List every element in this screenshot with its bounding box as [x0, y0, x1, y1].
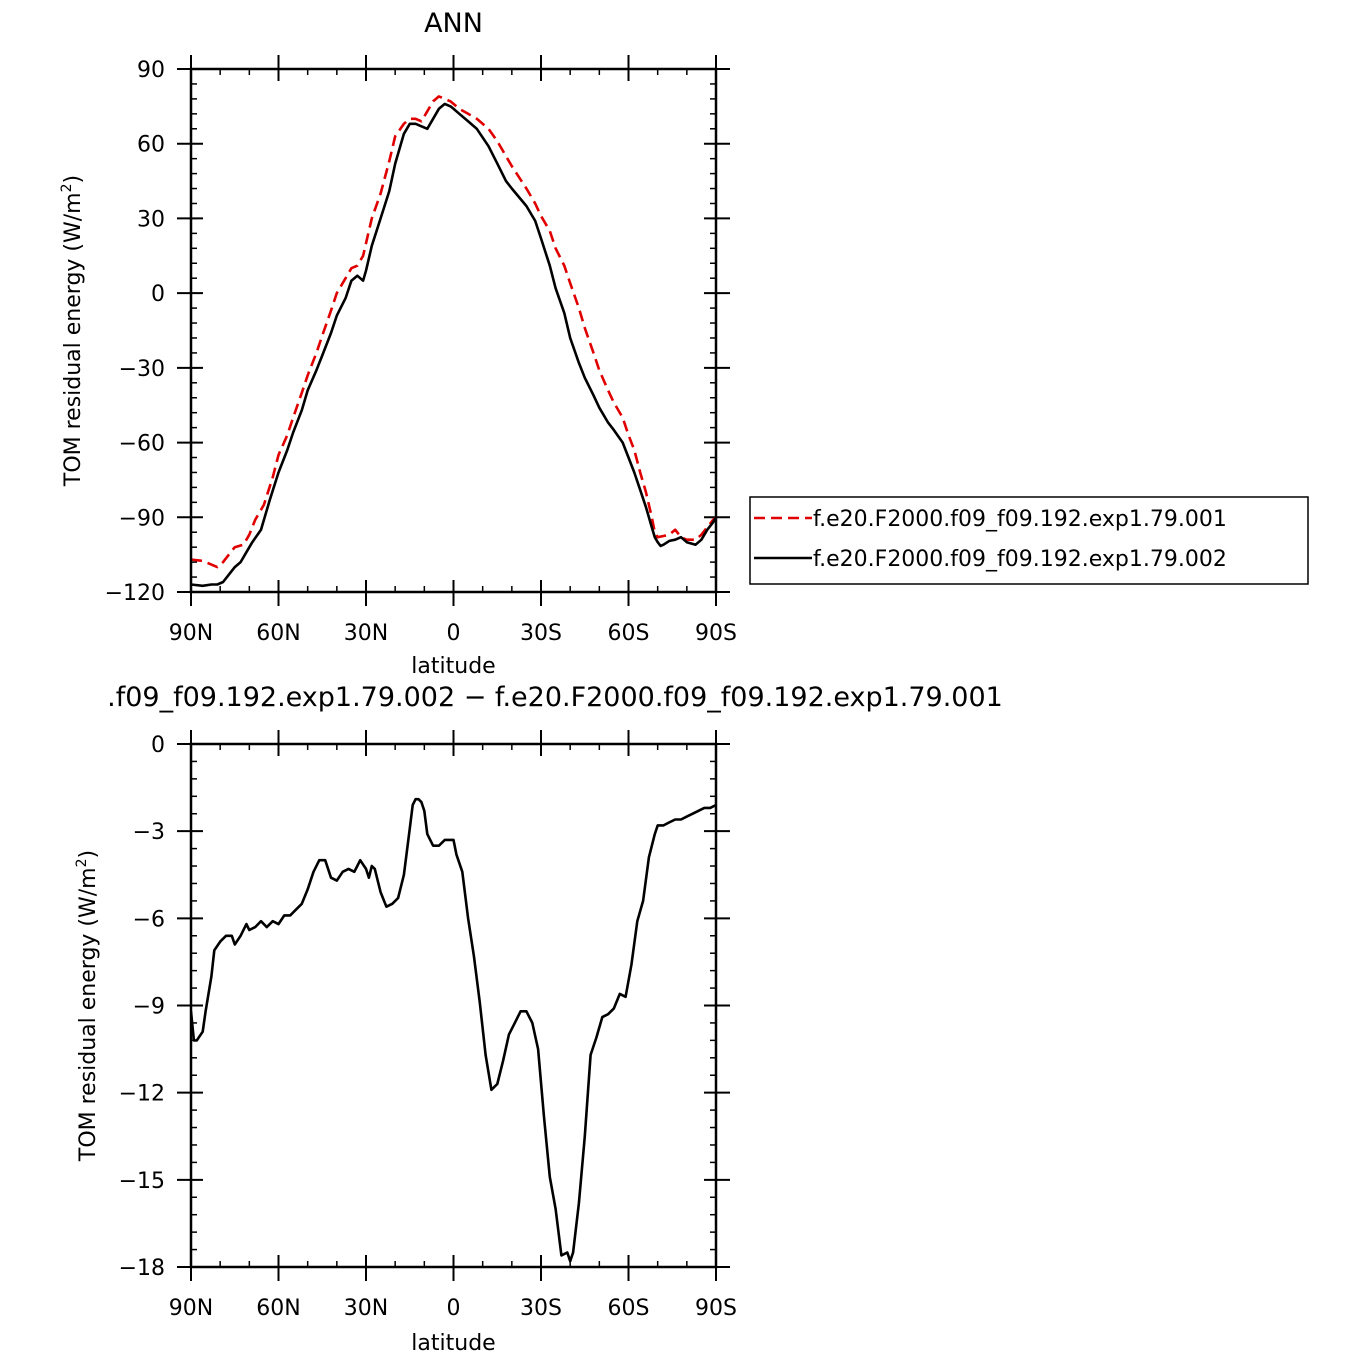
y-axis-title-end: ): [76, 850, 101, 859]
chart-title: .f09_f09.192.exp1.79.002 − f.e20.F2000.f…: [107, 682, 1003, 713]
y-tick-label: −15: [119, 1169, 165, 1194]
y-tick-label: 30: [137, 207, 165, 232]
chart-panel-2: .f09_f09.192.exp1.79.002 − f.e20.F2000.f…: [74, 682, 1003, 1356]
y-axis-title-end: ): [61, 175, 86, 184]
y-tick-label: 90: [137, 58, 165, 83]
y-axis-title: TOM residual energy (W/m2): [59, 175, 86, 487]
x-axis-title: latitude: [411, 654, 495, 679]
y-tick-label: −30: [119, 357, 165, 382]
y-axis-title-superscript: 2: [59, 183, 75, 192]
y-tick-label: −3: [133, 820, 165, 845]
x-tick-label: 30S: [520, 621, 562, 646]
y-tick-label: −6: [133, 907, 165, 932]
y-tick-label: −60: [119, 432, 165, 457]
y-axis-title-main: TOM residual energy (W/m: [61, 192, 86, 487]
x-tick-label: 60N: [256, 621, 300, 646]
chart-title: ANN: [424, 8, 483, 39]
y-tick-label: 0: [151, 282, 165, 307]
x-tick-label: 30N: [344, 1296, 388, 1321]
y-axis-title: TOM residual energy (W/m2): [74, 850, 101, 1162]
plot-frame: [189, 742, 718, 1269]
legend: f.e20.F2000.f09_f09.192.exp1.79.001 f.e20…: [749, 496, 1309, 585]
y-tick-label: 60: [137, 133, 165, 158]
y-tick-label: 0: [151, 733, 165, 758]
series-line-1: [191, 95, 716, 569]
x-tick-label: 30N: [344, 621, 388, 646]
x-tick-label: 60N: [256, 1296, 300, 1321]
y-tick-label: −9: [133, 995, 165, 1020]
x-axis-title: latitude: [411, 1331, 495, 1356]
x-tick-label: 60S: [608, 1296, 650, 1321]
x-tick-label: 60S: [608, 621, 650, 646]
y-axis-title-superscript: 2: [74, 858, 90, 867]
x-tick-label: 90S: [695, 1296, 737, 1321]
y-tick-label: −18: [119, 1256, 165, 1281]
x-tick-label: 30S: [520, 1296, 562, 1321]
y-tick-label: −12: [119, 1082, 165, 1107]
x-tick-label: 90S: [695, 621, 737, 646]
y-tick-label: −120: [105, 581, 165, 606]
series-line-1: [191, 797, 716, 1263]
plot-frame: [189, 67, 718, 594]
x-tick-label: 90N: [169, 621, 213, 646]
legend-label-2: f.e20.F2000.f09_f09.192.exp1.79.002: [813, 547, 1227, 572]
y-tick-label: −90: [119, 506, 165, 531]
x-tick-label: 0: [447, 1296, 461, 1321]
legend-label-1: f.e20.F2000.f09_f09.192.exp1.79.001: [813, 507, 1227, 532]
x-tick-label: 90N: [169, 1296, 213, 1321]
legend-box: [749, 496, 1309, 585]
y-axis-title-main: TOM residual energy (W/m: [76, 867, 101, 1162]
series-line-2: [191, 102, 716, 588]
x-tick-label: 0: [447, 621, 461, 646]
